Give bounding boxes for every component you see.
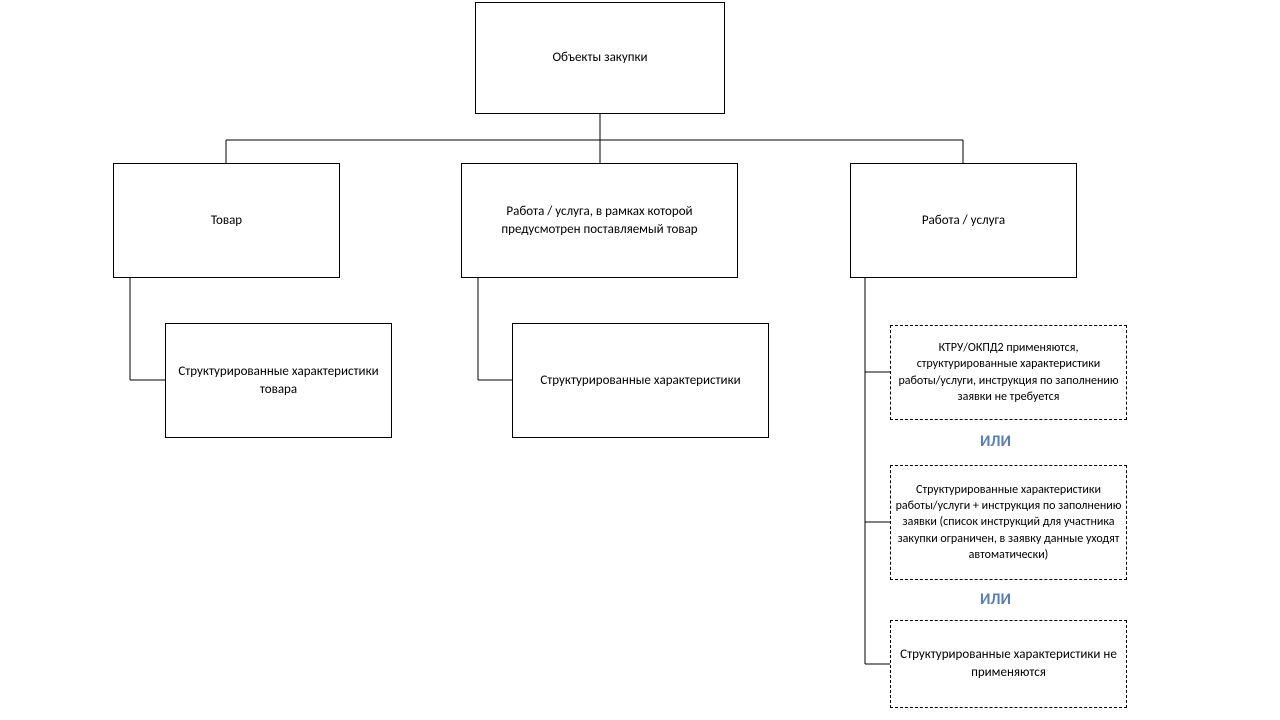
node-option-3: Структурированные характеристики не прим…: [890, 620, 1127, 708]
node-goods-characteristics: Структурированные характеристики товара: [165, 323, 392, 438]
node-work-with-goods: Работа / услуга, в рамках которой предус…: [461, 163, 738, 278]
node-root-label: Объекты закупки: [552, 49, 647, 67]
node-option-1-label: КТРУ/ОКПД2 применяются, структурированны…: [895, 340, 1122, 405]
node-work-characteristics-label: Структурированные характеристики: [540, 372, 740, 390]
or-label-1: ИЛИ: [980, 432, 1011, 451]
node-goods: Товар: [113, 163, 340, 278]
node-goods-label: Товар: [211, 212, 242, 230]
node-root: Объекты закупки: [475, 2, 725, 114]
node-work-characteristics: Структурированные характеристики: [512, 323, 769, 438]
node-option-2-label: Структурированные характеристики работы/…: [895, 482, 1122, 563]
node-work-with-goods-label: Работа / услуга, в рамках которой предус…: [466, 203, 733, 238]
node-option-2: Структурированные характеристики работы/…: [890, 465, 1127, 580]
node-option-3-label: Структурированные характеристики не прим…: [895, 646, 1122, 681]
node-work-label: Работа / услуга: [922, 212, 1005, 230]
node-option-1: КТРУ/ОКПД2 применяются, структурированны…: [890, 325, 1127, 420]
node-work: Работа / услуга: [850, 163, 1077, 278]
node-goods-characteristics-label: Структурированные характеристики товара: [170, 363, 387, 398]
or-label-2-text: ИЛИ: [980, 590, 1011, 609]
or-label-1-text: ИЛИ: [980, 432, 1011, 451]
or-label-2: ИЛИ: [980, 590, 1011, 609]
